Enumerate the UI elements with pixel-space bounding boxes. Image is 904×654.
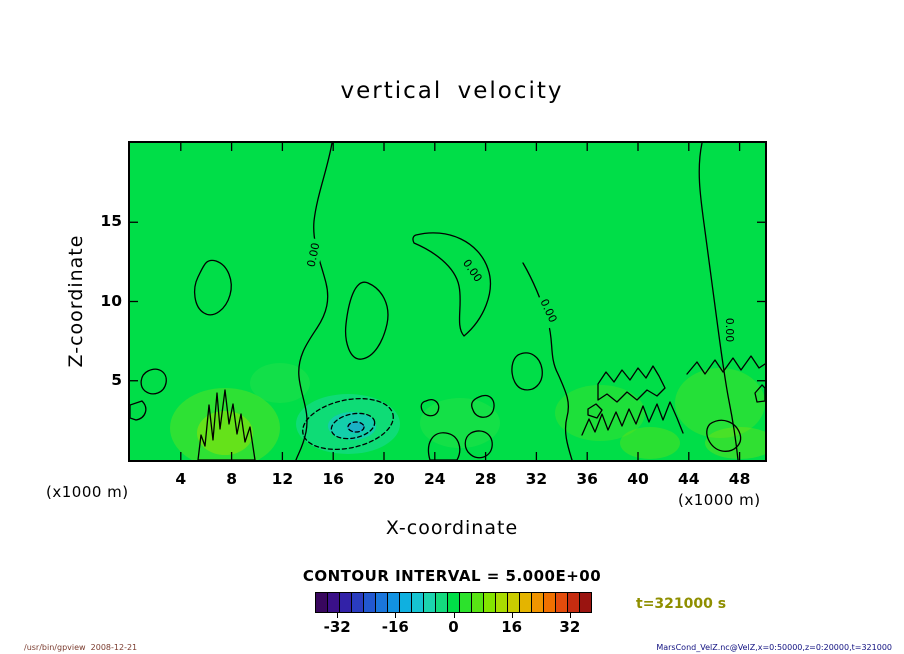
x-tick-label: 24 (424, 470, 446, 488)
colorbar-segment (555, 593, 567, 612)
colorbar-segment (339, 593, 351, 612)
x-tick-label: 12 (271, 470, 294, 488)
plot-frame: 0.00 0.00 0.00 0.00 (128, 141, 767, 462)
x-tick-label: 16 (322, 470, 344, 488)
y-tick-label: 5 (111, 370, 122, 389)
colorbar-segment (567, 593, 579, 612)
y-tick-label: 15 (100, 212, 122, 231)
zero-contour-lines (130, 143, 765, 460)
colorbar-tick-mark (569, 613, 571, 618)
colorbar-segment (543, 593, 555, 612)
x-tick-label: 40 (627, 470, 649, 488)
zero-contour-label: 0.00 (305, 242, 323, 269)
colorbar-segment (471, 593, 483, 612)
colorbar-tick-mark (337, 613, 339, 618)
contour-interval-label: CONTOUR INTERVAL = 5.000E+00 (302, 567, 602, 585)
colorbar-segment (495, 593, 507, 612)
colorbar-tick-label: 32 (559, 618, 581, 636)
x-tick-label: 8 (226, 470, 237, 488)
colorbar-segment (327, 593, 339, 612)
colorbar-segment (447, 593, 459, 612)
colorbar-tick-label: 16 (501, 618, 523, 636)
axis-tick-marks (130, 143, 765, 460)
x-axis-tick-labels: 4 8 12 16 20 24 28 32 36 40 44 48 (130, 470, 765, 490)
colorbar-segment (399, 593, 411, 612)
colorbar-tick-marks (315, 613, 592, 618)
colorbar-tick-mark (453, 613, 455, 618)
x-tick-label: 48 (728, 470, 751, 488)
colorbar-segment (411, 593, 423, 612)
colorbar-tick-label: 0 (448, 618, 459, 636)
x-tick-label: 20 (373, 470, 395, 488)
colorbar-tick-label: -16 (381, 618, 409, 636)
x-tick-label: 44 (678, 470, 700, 488)
y-tick-label: 10 (100, 291, 122, 310)
contour-plot-canvas: 0.00 0.00 0.00 0.00 (130, 143, 765, 460)
y-axis-unit-label: (x1000 m) (46, 483, 129, 501)
time-label: t=321000 s (636, 596, 727, 612)
x-tick-label: 36 (576, 470, 598, 488)
x-tick-label: 32 (525, 470, 548, 488)
colorbar (315, 592, 592, 613)
x-tick-label: 4 (175, 470, 187, 488)
colorbar-segment (423, 593, 435, 612)
colorbar-segment (351, 593, 363, 612)
colorbar-segment (519, 593, 531, 612)
colorbar-segment (483, 593, 495, 612)
y-axis-tick-labels: 5 10 15 (84, 143, 122, 460)
x-tick-label: 28 (474, 470, 497, 488)
colorbar-segment (387, 593, 399, 612)
zero-contour-label: 0.00 (723, 318, 736, 343)
x-axis-unit-label: (x1000 m) (678, 491, 761, 509)
negative-contours-dashed (302, 398, 394, 450)
plot-title: vertical velocity (340, 78, 564, 104)
colorbar-segment (363, 593, 375, 612)
colorbar-tick-label: -32 (323, 618, 351, 636)
colorbar-segment (531, 593, 543, 612)
colorbar-segment (316, 593, 327, 612)
x-axis-label: X-coordinate (385, 517, 519, 539)
colorbar-tick-labels: -32 -16 0 16 32 (315, 618, 592, 636)
colorbar-segment (375, 593, 387, 612)
field-fill (130, 143, 765, 460)
colorbar-segment (507, 593, 519, 612)
footer-right: MarsCond_VelZ.nc@VelZ,x=0:50000,z=0:2000… (656, 643, 892, 652)
colorbar-segment (435, 593, 447, 612)
colorbar-tick-mark (395, 613, 397, 618)
colorbar-tick-mark (511, 613, 513, 618)
footer-left: /usr/bin/gpview 2008-12-21 (24, 643, 138, 652)
colorbar-segment (579, 593, 591, 612)
colorbar-segment (459, 593, 471, 612)
